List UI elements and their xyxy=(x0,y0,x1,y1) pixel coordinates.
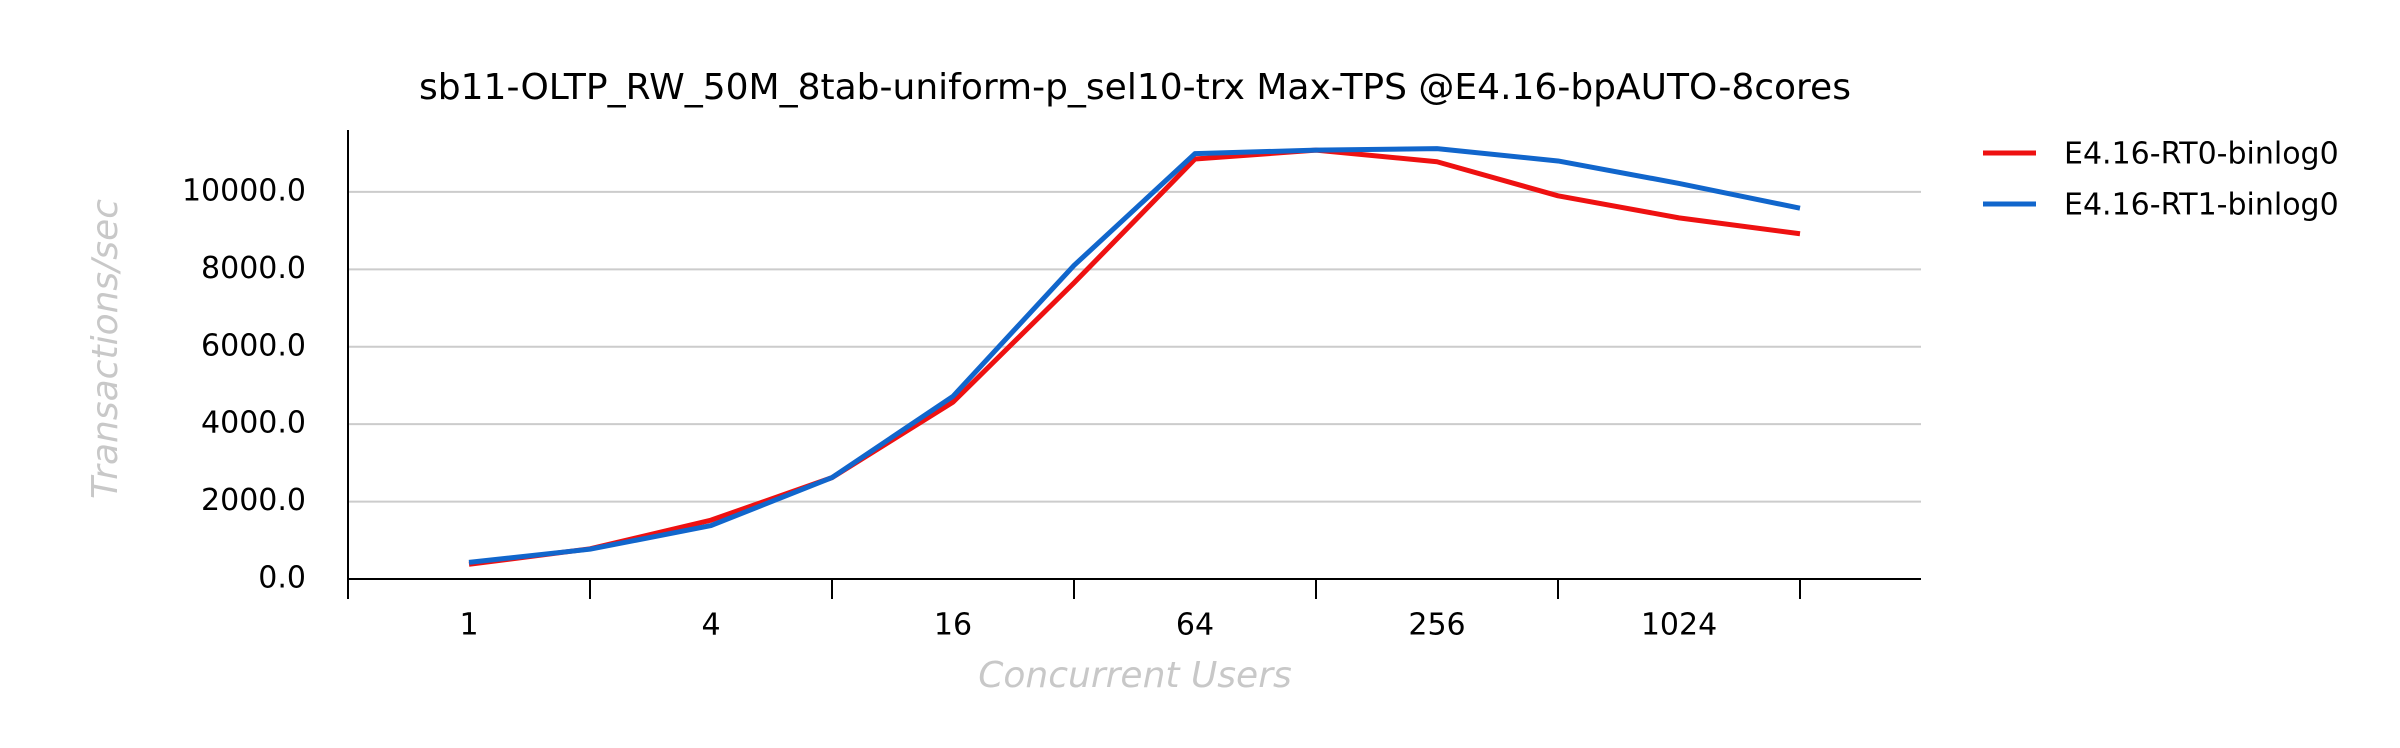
y-tick-label: 6000.0 xyxy=(201,328,306,363)
x-tick-label: 64 xyxy=(1176,608,1214,643)
x-tick-label: 256 xyxy=(1408,608,1465,643)
y-tick-label: 2000.0 xyxy=(201,483,306,518)
y-tick-label: 4000.0 xyxy=(201,406,306,441)
legend-label: E4.16-RT1-binlog0 xyxy=(2064,188,2339,223)
series-line xyxy=(468,147,1801,567)
x-tick-label: 16 xyxy=(934,608,972,643)
legend-label: E4.16-RT0-binlog0 xyxy=(2064,137,2339,172)
x-tick-label: 1024 xyxy=(1641,608,1717,643)
x-tick-label: 1 xyxy=(459,608,478,643)
y-axis-label: Transactions/sec xyxy=(85,199,126,499)
series-line xyxy=(468,146,1801,565)
x-axis-label: Concurrent Users xyxy=(978,655,1292,696)
y-tick-label: 0.0 xyxy=(258,561,306,596)
y-tick-label: 10000.0 xyxy=(182,173,306,208)
x-tick-label: 4 xyxy=(701,608,720,643)
y-tick-label: 8000.0 xyxy=(201,251,306,286)
chart-title: sb11-OLTP_RW_50M_8tab-uniform-p_sel10-tr… xyxy=(419,67,1851,108)
